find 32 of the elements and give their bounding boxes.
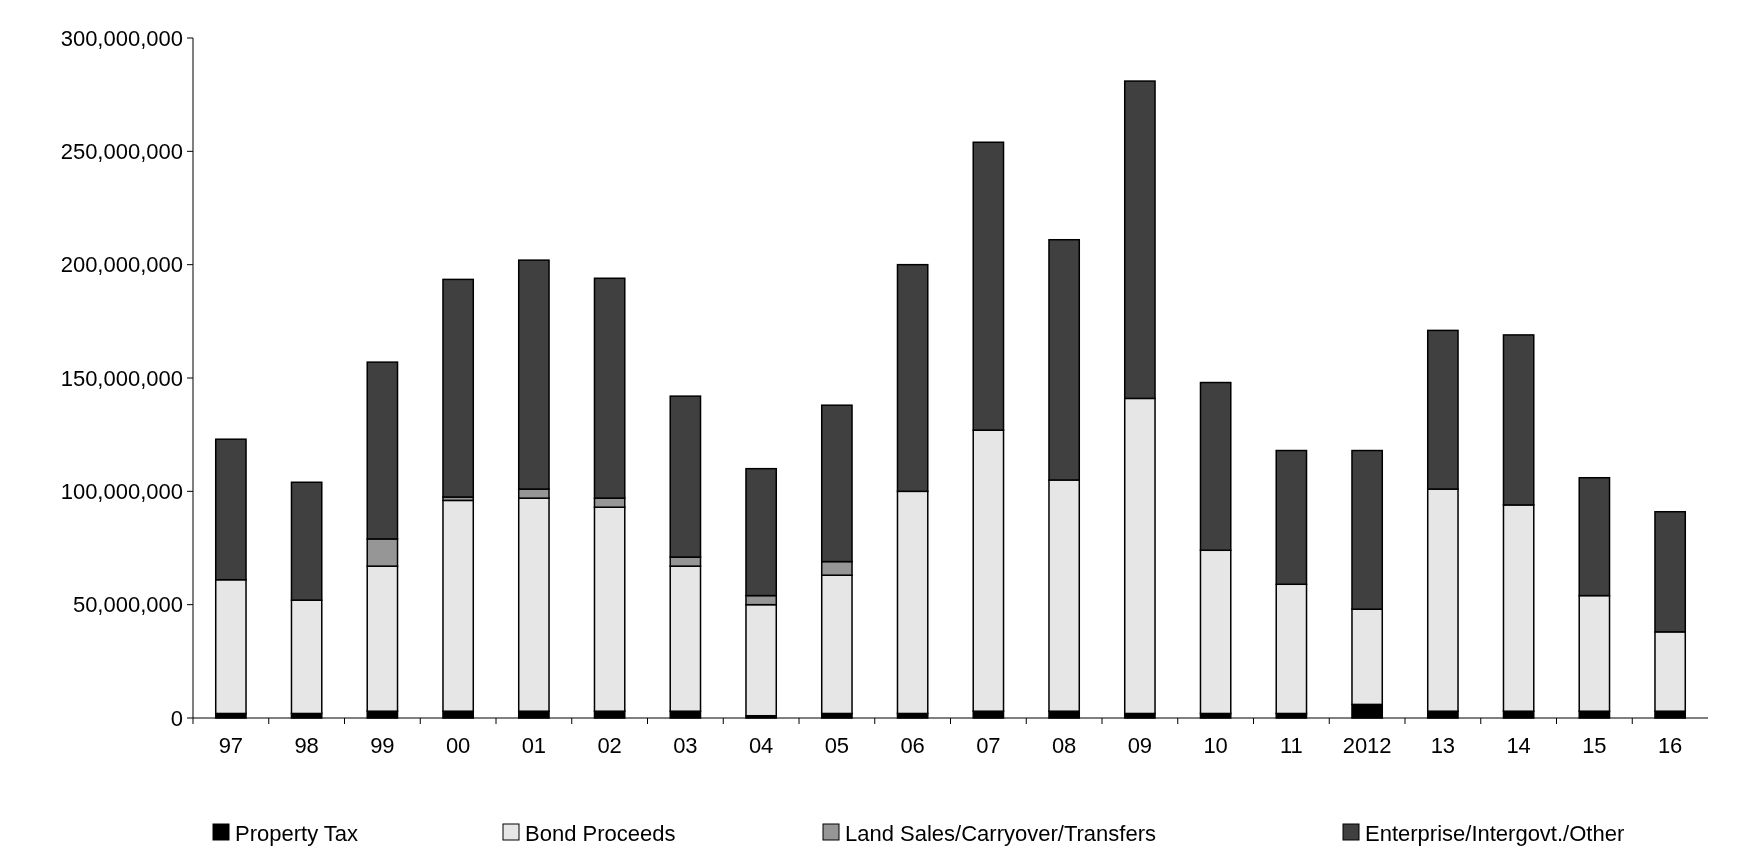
x-tick-label: 03: [673, 733, 698, 758]
legend-label: Land Sales/Carryover/Transfers: [845, 820, 1156, 846]
x-tick-label: 00: [445, 733, 471, 758]
x-tick-label: 98: [294, 733, 319, 758]
y-tick-label: 250,000,000: [60, 139, 183, 165]
y-tick-label: 50,000,000: [72, 592, 183, 618]
x-tick-label: 13: [1430, 733, 1456, 758]
x-tick-label: 11: [1279, 733, 1303, 758]
y-tick-label: 300,000,000: [60, 25, 183, 51]
x-tick-label: 09: [1127, 733, 1153, 758]
x-tick-label: 10: [1203, 733, 1228, 758]
y-tick-label: 200,000,000: [60, 252, 183, 278]
legend-label: Property Tax: [235, 820, 359, 846]
x-tick-label: 04: [748, 733, 774, 758]
x-tick-label: 2012: [1342, 733, 1392, 758]
x-tick-label: 02: [597, 733, 622, 758]
legend-label: Enterprise/Intergovt./Other: [1365, 820, 1625, 846]
x-tick-label: 16: [1657, 733, 1683, 758]
x-tick-label: 14: [1506, 733, 1531, 758]
legend-label: Bond Proceeds: [525, 820, 676, 846]
x-tick-label: 06: [900, 733, 925, 758]
x-tick-label: 01: [521, 733, 547, 758]
x-tick-label: 08: [1051, 733, 1077, 758]
x-tick-label: 07: [976, 733, 1001, 758]
bar: [442, 278, 475, 498]
x-tick-label: 97: [218, 733, 244, 758]
x-tick-label: 15: [1582, 733, 1607, 758]
y-tick-label: 150,000,000: [60, 365, 183, 391]
y-tick-label: 0: [170, 705, 183, 731]
y-tick-label: 100,000,000: [60, 479, 183, 505]
x-tick-label: 99: [370, 733, 395, 758]
x-tick-label: 05: [824, 733, 850, 758]
